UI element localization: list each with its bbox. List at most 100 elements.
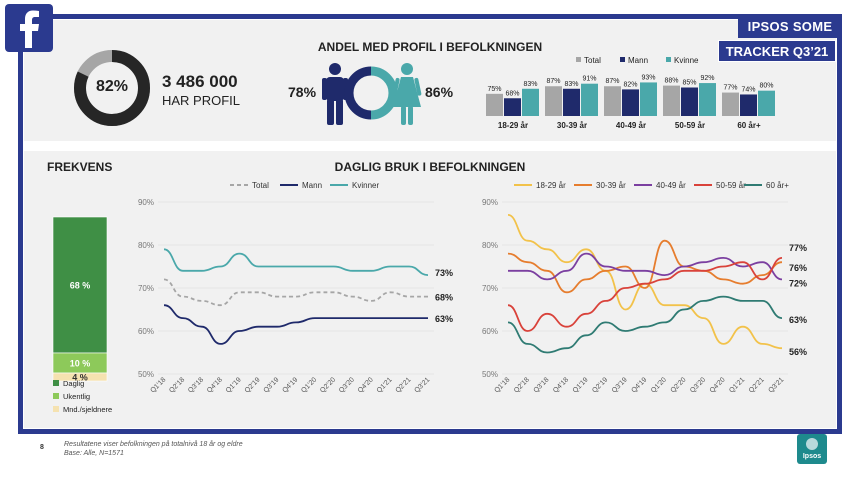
bar-total-2 <box>604 86 621 116</box>
legend-label-2: Kvinner <box>352 181 379 190</box>
series-end-label-4: 63% <box>789 315 807 325</box>
bar-kvinne-3 <box>699 83 716 116</box>
legend-swatch-total <box>576 57 581 62</box>
legend-label-mann: Mann <box>628 56 648 65</box>
legend-swatch-mann <box>620 57 625 62</box>
x-tick-13: Q2'21 <box>748 376 766 394</box>
legend-label-kvinne: Kvinne <box>674 56 699 65</box>
series-line-2 <box>508 252 783 281</box>
x-tick-0: Q1'18 <box>493 376 511 394</box>
bar-label-total-0: 75% <box>487 86 501 93</box>
series-end-label-0: 56% <box>789 347 807 357</box>
category-label-2: 40-49 år <box>616 121 646 130</box>
frequency-legend-swatch-2 <box>53 406 59 412</box>
bar-label-total-3: 88% <box>664 78 678 85</box>
bar-mann-0 <box>504 98 521 116</box>
bar-label-mann-2: 82% <box>623 81 637 88</box>
donut-value-arc <box>74 50 150 126</box>
x-tick-5: Q2'19 <box>244 376 262 394</box>
frequency-bar-0 <box>52 216 108 354</box>
frequency-legend-label-2: Mnd./sjeldnere <box>63 405 112 414</box>
bar-mann-1 <box>563 88 580 116</box>
series-line-1 <box>507 239 783 294</box>
x-tick-11: Q4'20 <box>357 376 375 394</box>
bar-kvinne-1 <box>581 83 598 116</box>
y-tick-1: 60% <box>482 327 498 336</box>
frequency-title: FREKVENS <box>47 160 113 174</box>
series-line-4 <box>507 295 783 354</box>
bar-label-mann-3: 85% <box>682 80 696 87</box>
frequency-legend-label-0: Daglig <box>63 379 84 388</box>
legend-label-1: 30-39 år <box>596 181 626 190</box>
x-tick-9: Q2'20 <box>670 376 688 394</box>
bar-kvinne-4 <box>758 90 775 116</box>
legend-label-0: 18-29 år <box>536 181 566 190</box>
legend-label-1: Mann <box>302 181 322 190</box>
page-number: 8 <box>40 444 44 451</box>
x-tick-3: Q4'18 <box>206 376 224 394</box>
bar-label-mann-0: 68% <box>505 90 519 97</box>
x-tick-1: Q2'18 <box>168 376 186 394</box>
x-tick-0: Q1'18 <box>149 376 167 394</box>
profile-donut <box>74 50 150 126</box>
x-tick-6: Q3'19 <box>611 376 629 394</box>
x-tick-8: Q1'20 <box>650 376 668 394</box>
series-line-0 <box>163 278 428 307</box>
age-profile-chart: Total Mann Kvinne 75% 68% 83% 18-29 år 87% 83% 91… <box>486 56 775 130</box>
series-end-label-2: 72% <box>789 278 807 288</box>
y-tick-4: 90% <box>482 198 498 207</box>
profile-panel <box>24 20 836 141</box>
bar-mann-4 <box>740 94 757 116</box>
footer-note-line2: Base: Alle, N=1571 <box>64 450 124 457</box>
frequency-legend-swatch-0 <box>53 380 59 386</box>
series-end-label-1: 63% <box>435 314 453 324</box>
frequency-bar-2 <box>52 372 108 382</box>
x-tick-7: Q4'19 <box>281 376 299 394</box>
bar-total-3 <box>663 85 680 116</box>
x-tick-10: Q3'20 <box>338 376 356 394</box>
y-tick-2: 70% <box>482 284 498 293</box>
x-tick-9: Q2'20 <box>319 376 337 394</box>
category-label-4: 60 år+ <box>737 121 761 130</box>
bar-label-total-4: 77% <box>723 85 737 92</box>
legend-label-0: Total <box>252 181 269 190</box>
x-tick-13: Q2'21 <box>395 376 413 394</box>
bar-label-kvinne-1: 91% <box>582 76 596 83</box>
x-tick-2: Q3'18 <box>533 376 551 394</box>
daily-gender-chart: 50% 60% 70% 80% 90% Q1'18 Q2'18 Q3'18 Q4'18 Q1'19… <box>138 181 453 394</box>
x-tick-11: Q4'20 <box>709 376 727 394</box>
category-label-1: 30-39 år <box>557 121 587 130</box>
y-tick-0: 50% <box>482 370 498 379</box>
bar-mann-2 <box>622 89 639 116</box>
y-tick-2: 70% <box>138 284 154 293</box>
x-tick-3: Q4'18 <box>552 376 570 394</box>
x-tick-7: Q4'19 <box>630 376 648 394</box>
x-tick-5: Q2'19 <box>591 376 609 394</box>
brand-title: IPSOS SOME <box>738 16 842 38</box>
bar-label-kvinne-3: 92% <box>700 75 714 82</box>
footer-note: Resultatene viser befolkningen på totaln… <box>64 440 243 458</box>
frequency-label-2: 4 % <box>72 373 88 383</box>
x-tick-12: Q1'21 <box>728 376 746 394</box>
category-label-0: 18-29 år <box>498 121 528 130</box>
profile-count: 3 486 000 <box>162 72 238 91</box>
legend-label-2: 40-49 år <box>656 181 686 190</box>
bar-total-0 <box>486 93 503 116</box>
frequency-legend-label-1: Ukentlig <box>63 392 90 401</box>
bar-kvinne-0 <box>522 88 539 116</box>
men-percentage: 78% <box>288 84 317 100</box>
series-line-1 <box>163 304 428 345</box>
series-line-0 <box>507 214 783 350</box>
x-tick-12: Q1'21 <box>376 376 394 394</box>
ipsos-logo-icon <box>806 438 818 450</box>
bar-label-total-1: 87% <box>546 78 560 85</box>
bar-mann-3 <box>681 87 698 116</box>
bar-label-kvinne-0: 83% <box>523 81 537 88</box>
profile-count-label: HAR PROFIL <box>162 93 241 108</box>
legend-swatch-kvinne <box>666 57 671 62</box>
women-percentage: 86% <box>425 84 454 100</box>
y-tick-4: 90% <box>138 198 154 207</box>
x-tick-1: Q2'18 <box>513 376 531 394</box>
profile-percentage: 82% <box>95 78 129 95</box>
x-tick-2: Q3'18 <box>187 376 205 394</box>
